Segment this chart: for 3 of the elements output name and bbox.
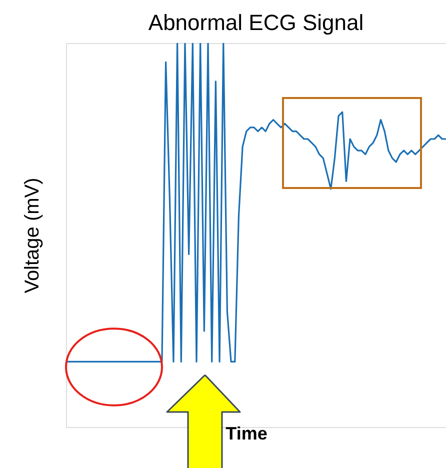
chart-title: Abnormal ECG Signal bbox=[148, 10, 364, 35]
y-axis-title: Voltage (mV) bbox=[22, 178, 44, 294]
x-axis-title: Time bbox=[226, 424, 268, 444]
